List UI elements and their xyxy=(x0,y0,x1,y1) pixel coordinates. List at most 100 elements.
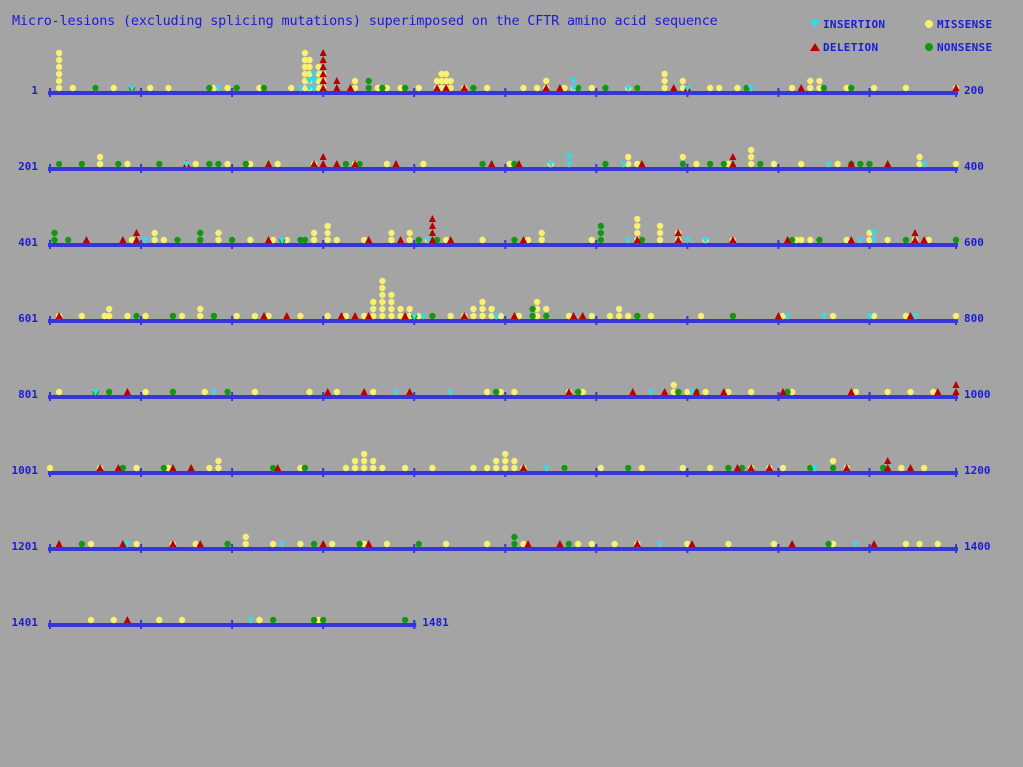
missense-marker xyxy=(178,312,186,320)
deletion-marker xyxy=(633,540,641,547)
missense-marker xyxy=(397,312,404,320)
insertion-marker xyxy=(419,313,427,320)
missense-marker xyxy=(670,388,677,396)
deletion-marker xyxy=(952,381,960,388)
missense-marker xyxy=(370,464,377,472)
axis-tick xyxy=(413,240,416,249)
missense-marker xyxy=(360,450,368,458)
missense-marker xyxy=(379,312,386,320)
missense-marker xyxy=(215,236,222,244)
missense-marker xyxy=(251,388,259,396)
axis-tick xyxy=(955,316,957,325)
deletion-marker xyxy=(911,229,919,236)
nonsense-marker xyxy=(602,160,609,168)
missense-marker xyxy=(388,312,395,320)
insertion-marker xyxy=(128,85,136,92)
missense-marker xyxy=(916,153,923,161)
missense-marker xyxy=(807,84,814,92)
nonsense-marker xyxy=(561,464,568,472)
missense-marker xyxy=(301,63,309,71)
missense-marker xyxy=(470,312,477,320)
missense-marker xyxy=(816,84,823,92)
nonsense-marker xyxy=(433,236,441,244)
missense-marker xyxy=(420,160,427,168)
axis-tick xyxy=(777,164,780,173)
missense-marker xyxy=(242,540,249,548)
axis-tick xyxy=(322,164,325,173)
missense-marker xyxy=(388,229,395,237)
deletion-marker xyxy=(720,388,728,395)
deletion-marker xyxy=(692,388,701,395)
axis-tick xyxy=(777,316,780,325)
missense-marker xyxy=(433,77,441,85)
missense-marker xyxy=(306,70,313,78)
nonsense-marker xyxy=(543,312,550,320)
axis-tick xyxy=(595,88,598,97)
legend-nonsense-label: NONSENSE xyxy=(937,40,993,54)
nonsense-marker xyxy=(197,229,204,237)
insertion-marker xyxy=(565,154,573,161)
insertion-marker xyxy=(701,237,710,244)
insertion-marker xyxy=(911,313,919,320)
nonsense-marker xyxy=(866,160,873,168)
missense-marker xyxy=(438,70,445,78)
axis-tick xyxy=(868,468,871,477)
missense-marker xyxy=(747,146,755,154)
missense-marker xyxy=(670,381,677,389)
axis-tick xyxy=(413,468,416,477)
axis-tick xyxy=(777,468,780,477)
insertion-marker xyxy=(624,237,632,244)
axis-tick xyxy=(140,468,143,477)
insertion-marker xyxy=(210,389,218,396)
missense-marker xyxy=(105,312,113,320)
deletion-marker xyxy=(428,222,437,229)
missense-marker xyxy=(388,298,395,306)
missense-marker xyxy=(588,540,595,548)
missense-marker xyxy=(515,312,523,320)
nonsense-marker xyxy=(269,616,277,624)
row-start-label: 801 xyxy=(18,388,38,401)
deletion-marker xyxy=(670,84,678,91)
missense-marker xyxy=(561,84,568,92)
nonsense-marker xyxy=(602,84,609,92)
insertion-marker xyxy=(870,230,878,237)
sequence-axis xyxy=(48,91,958,95)
missense-marker xyxy=(247,236,254,244)
deletion-marker xyxy=(82,236,91,243)
missense-marker xyxy=(702,388,709,396)
missense-marker xyxy=(533,305,541,313)
nonsense-marker xyxy=(224,540,231,548)
deletion-marker xyxy=(351,312,359,319)
missense-marker xyxy=(315,77,322,85)
missense-marker xyxy=(606,312,614,320)
legend-insertion: INSERTION xyxy=(810,17,885,31)
deletion-marker xyxy=(765,464,773,471)
deletion-marker xyxy=(579,312,587,319)
deletion-marker xyxy=(274,464,282,471)
insertion-marker xyxy=(569,85,578,92)
deletion-marker xyxy=(906,464,915,471)
missense-marker xyxy=(779,312,787,320)
nonsense-marker xyxy=(224,388,231,396)
nonsense-marker xyxy=(597,229,605,237)
nonsense-marker xyxy=(342,160,350,168)
missense-marker xyxy=(438,84,445,92)
missense-marker xyxy=(483,84,491,92)
deletion-marker xyxy=(401,312,409,319)
missense-marker xyxy=(379,291,386,299)
nonsense-marker xyxy=(574,84,582,92)
missense-marker xyxy=(788,84,796,92)
row-end-label: 200 xyxy=(964,84,984,97)
missense-marker xyxy=(502,464,509,472)
nonsense-marker xyxy=(529,312,536,320)
nonsense-marker xyxy=(365,77,372,85)
axis-tick xyxy=(140,240,143,249)
missense-marker xyxy=(829,457,837,465)
deletion-marker xyxy=(488,160,496,167)
nonsense-marker xyxy=(829,464,837,472)
deletion-marker xyxy=(319,49,327,56)
axis-tick xyxy=(777,88,780,97)
missense-marker xyxy=(297,464,304,472)
missense-marker xyxy=(96,153,104,161)
deletion-marker xyxy=(733,464,742,471)
